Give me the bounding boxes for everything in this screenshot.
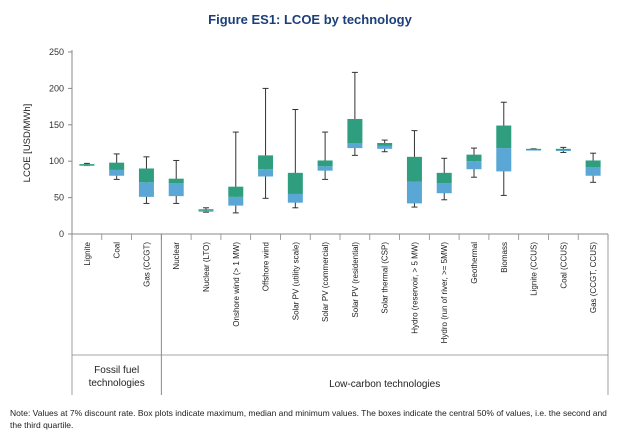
category-label: Solar PV (utility scale) — [291, 242, 300, 321]
box-lower-quartile — [168, 183, 184, 197]
figure-title: Figure ES1: LCOE by technology — [208, 12, 412, 27]
box-lower-quartile — [317, 166, 333, 171]
y-tick-label: 250 — [49, 47, 64, 57]
box-lower-quartile — [109, 169, 125, 176]
box-lower-quartile — [228, 196, 244, 206]
box-lower-quartile — [377, 145, 393, 149]
box-lower-quartile — [526, 149, 542, 151]
category-label: Coal — [113, 242, 122, 259]
category-label: Gas (CCGT, CCUS) — [589, 242, 598, 313]
box-upper-quartile — [406, 156, 422, 182]
category-label: Solar PV (commercial) — [321, 242, 330, 322]
box-lower-quartile — [436, 183, 452, 194]
y-axis-label: LCOE [USD/MWh] — [22, 104, 33, 183]
box-lower-quartile — [555, 149, 571, 152]
category-label: Hydro (reservoir, > 5 MW) — [410, 242, 419, 334]
box-lower-quartile — [347, 143, 363, 149]
figure-note: Note: Values at 7% discount rate. Box pl… — [10, 408, 607, 430]
box-upper-quartile — [555, 148, 571, 150]
box-lower-quartile — [79, 164, 95, 166]
box-upper-quartile — [228, 186, 244, 197]
group-label: Low-carbon technologies — [329, 379, 440, 390]
box-upper-quartile — [377, 143, 393, 146]
box-upper-quartile — [496, 125, 512, 149]
box-upper-quartile — [109, 162, 125, 170]
group-label: technologies — [89, 378, 145, 389]
box-upper-quartile — [198, 209, 214, 211]
category-label: Coal (CCUS) — [559, 242, 568, 289]
category-label: Gas (CCGT) — [142, 242, 151, 287]
category-label: Lignite (CCUS) — [530, 242, 539, 296]
category-label: Nuclear (LTO) — [202, 242, 211, 292]
box-upper-quartile — [466, 154, 482, 162]
y-tick-label: 0 — [59, 229, 64, 239]
category-label: Geothermal — [470, 242, 479, 284]
box-upper-quartile — [347, 118, 363, 143]
category-label: Hydro (run of river, >= 5MW) — [440, 242, 449, 344]
y-tick-label: 50 — [54, 193, 64, 203]
box-lower-quartile — [466, 161, 482, 170]
box-lower-quartile — [585, 167, 601, 176]
category-label: Biomass — [500, 242, 509, 273]
box-upper-quartile — [585, 160, 601, 168]
y-tick-label: 200 — [49, 83, 64, 93]
box-upper-quartile — [168, 178, 184, 184]
box-upper-quartile — [258, 155, 274, 170]
box-upper-quartile — [317, 160, 333, 167]
box-lower-quartile — [198, 210, 214, 212]
box-upper-quartile — [79, 164, 95, 166]
box-upper-quartile — [526, 148, 542, 150]
category-label: Solar thermal (CSP) — [381, 242, 390, 314]
box-lower-quartile — [287, 193, 303, 203]
category-label: Onshore wind (> 1 MW) — [232, 242, 241, 327]
category-label: Lignite — [83, 241, 92, 265]
category-label: Solar PV (residential) — [351, 242, 360, 318]
box-upper-quartile — [287, 172, 303, 194]
lcoe-box-plot: LCOE [USD/MWh] 0 50 100 150 200 250 Fossil fuel… — [22, 47, 609, 395]
box-upper-quartile — [138, 168, 154, 183]
box-lower-quartile — [406, 181, 422, 204]
y-tick-label: 150 — [49, 120, 64, 130]
group-label: Fossil fuel — [94, 365, 139, 376]
box-upper-quartile — [436, 172, 452, 184]
category-label: Offshore wind — [262, 242, 271, 291]
y-tick-label: 100 — [49, 156, 64, 166]
box-lower-quartile — [138, 182, 154, 197]
category-label: Nuclear — [172, 242, 181, 270]
box-lower-quartile — [496, 148, 512, 172]
box-lower-quartile — [258, 169, 274, 177]
